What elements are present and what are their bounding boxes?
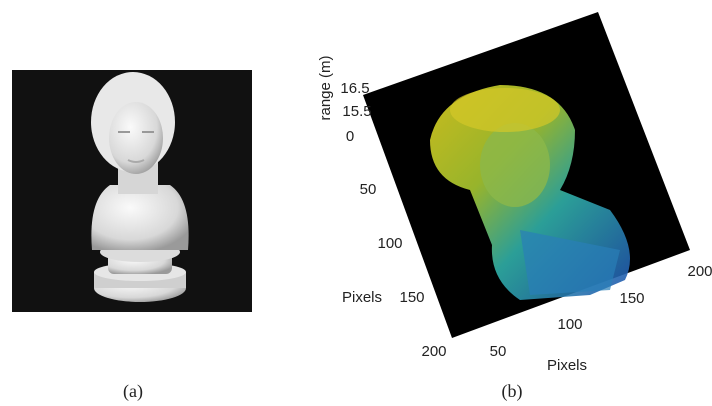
tick-label: 200 <box>687 263 712 280</box>
tick-label: 15.5 <box>342 103 371 120</box>
tick-label: 16.5 <box>340 80 369 97</box>
tick-label: 0 <box>346 128 354 145</box>
tick-label: 100 <box>557 316 582 333</box>
tick-label: 50 <box>360 181 377 198</box>
tick-label: 50 <box>490 343 507 360</box>
tick-label: 150 <box>399 289 424 306</box>
tick-label: 150 <box>619 290 644 307</box>
tick-label: 100 <box>377 235 402 252</box>
axis-label: Pixels <box>342 289 382 306</box>
caption: (a) <box>123 381 143 402</box>
axis-label: Pixels <box>547 357 587 374</box>
figure: (a) (b) range (m) Pixels Pixels 16.5 15.5 0 50 10… <box>0 0 712 406</box>
caption: (b) <box>502 381 523 402</box>
photo <box>12 70 252 312</box>
tick-label: 200 <box>421 343 446 360</box>
axis-label: range (m) <box>317 55 334 120</box>
